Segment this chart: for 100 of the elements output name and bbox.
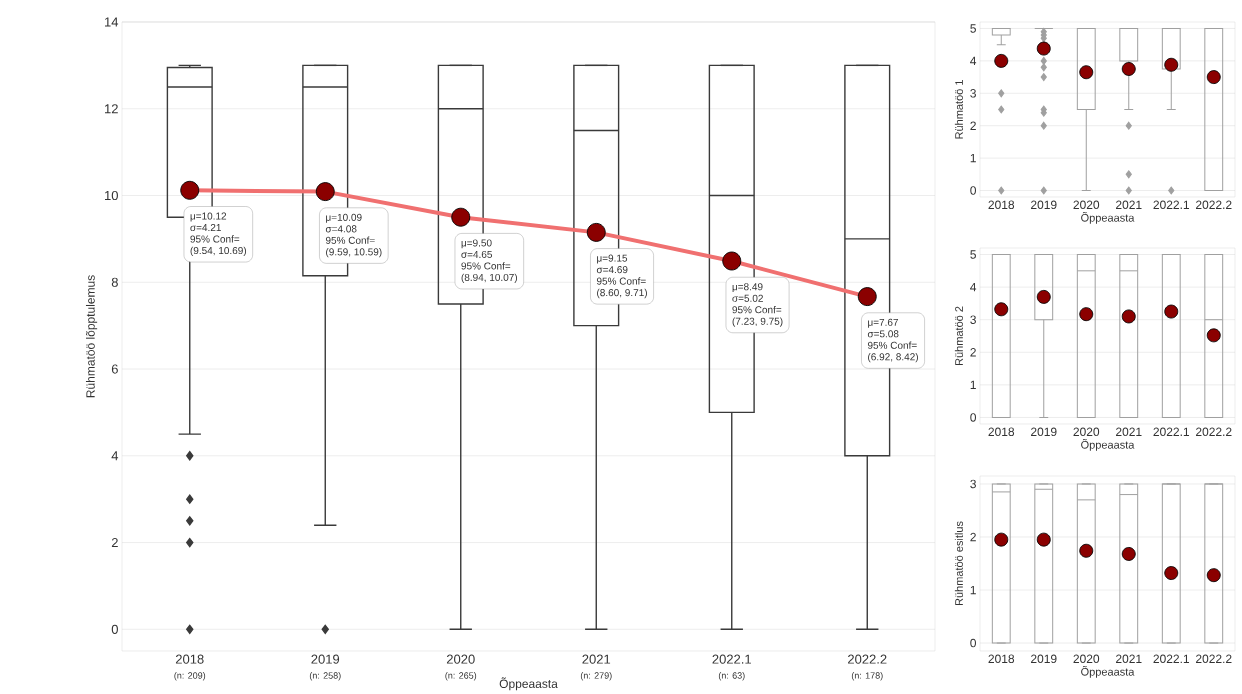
y-tick-label: 3 — [970, 89, 976, 98]
y-axis-title: Rühmatöö 2 — [954, 306, 963, 366]
y-axis-title: Rühmatöö esitlus — [954, 521, 963, 606]
y-tick-label: 4 — [970, 56, 977, 66]
x-tick-label: 2021 — [1116, 654, 1142, 664]
annotation: 95% Conf= — [190, 235, 240, 243]
x-tick-label: 2021 — [1116, 200, 1142, 210]
point — [1079, 307, 1094, 322]
y-tick-label: 3 — [970, 315, 976, 324]
x-tick-label: 2022.1 — [1153, 654, 1190, 664]
x-tick-label: 2022.1 — [1153, 427, 1190, 437]
annotation: σ=4.08 — [325, 225, 357, 233]
point — [1121, 62, 1136, 76]
annotation: μ=7.67 — [868, 318, 899, 328]
x-axis-title: Õppeaasta — [499, 677, 558, 691]
annotation: (8.60, 9.71) — [597, 288, 647, 299]
point — [994, 532, 1009, 547]
y-tick-label: 1 — [970, 153, 976, 163]
y-tick-label: 8 — [111, 277, 118, 287]
x-tick-label: 2018 — [175, 654, 204, 664]
annotation: μ=8.49 — [732, 283, 763, 293]
point — [1121, 547, 1136, 561]
annotation: μ=9.50 — [461, 239, 492, 249]
annotation: (7.23, 9.75) — [732, 317, 783, 327]
y-tick-label: 2 — [111, 538, 118, 548]
y-tick-label: 4 — [111, 451, 119, 461]
point — [1079, 65, 1094, 80]
y-tick-label: 10 — [105, 190, 118, 201]
y-tick-label: 2 — [970, 532, 976, 542]
x-tick-label: 2022.2 — [1196, 654, 1232, 664]
point — [1036, 289, 1051, 304]
y-axis-title: Rühmatöö 1 — [954, 80, 963, 139]
x-tick-label: 2022.2 — [848, 654, 887, 664]
text: (n: 265) — [445, 672, 477, 681]
x-axis-title: Õppeaasta — [1081, 665, 1135, 678]
x-tick-label: 2020 — [1073, 427, 1100, 437]
point — [1036, 41, 1051, 56]
annotation: (9.54, 10.69) — [190, 246, 247, 257]
point — [994, 53, 1009, 68]
x-tick-label: 2018 — [988, 654, 1015, 664]
y-tick-label: 1 — [970, 380, 976, 390]
y-tick-label: 0 — [970, 186, 977, 195]
text: (n: 209) — [174, 672, 206, 681]
point — [180, 180, 200, 200]
annotation: μ=9.15 — [597, 254, 628, 264]
x-tick-label: 2020 — [1073, 200, 1100, 210]
annotation: 95% Conf= — [325, 236, 375, 244]
x-tick-label: 2022.1 — [1153, 200, 1190, 210]
annotation: 95% Conf= — [732, 305, 782, 314]
point — [1079, 543, 1094, 558]
text: (n: 63) — [718, 672, 745, 681]
y-tick-label: 4 — [970, 282, 977, 292]
y-tick-label: 2 — [970, 348, 976, 357]
point — [1164, 57, 1179, 72]
x-tick-label: 2019 — [1031, 200, 1057, 210]
x-axis-title: Õppeaasta — [1081, 438, 1135, 451]
y-tick-label: 0 — [970, 413, 977, 422]
point — [1206, 70, 1221, 85]
point — [857, 287, 877, 307]
annotation: 95% Conf= — [596, 277, 646, 285]
text: (n: 258) — [309, 672, 341, 681]
x-tick-label: 2020 — [446, 654, 475, 664]
annotation: 95% Conf= — [461, 262, 511, 270]
point — [1036, 532, 1051, 547]
x-tick-label: 2022.1 — [712, 654, 751, 664]
y-tick-label: 6 — [111, 364, 118, 374]
x-tick-label: 2019 — [1031, 654, 1057, 664]
annotation: σ=4.65 — [461, 250, 493, 258]
annotation: (8.94, 10.07) — [461, 273, 518, 283]
annotation: σ=5.02 — [732, 294, 763, 302]
y-axis-title: Rühmatöö lõpptulemus — [85, 275, 98, 398]
y-tick-label: 14 — [105, 17, 119, 27]
x-tick-label: 2018 — [988, 200, 1015, 210]
x-tick-label: 2022.2 — [1196, 200, 1232, 210]
annotation: (6.92, 8.42) — [868, 353, 918, 363]
y-tick-label: 5 — [970, 24, 976, 33]
x-tick-label: 2021 — [582, 654, 611, 664]
point — [1121, 309, 1136, 324]
point — [451, 207, 471, 227]
annotation: μ=10.12 — [190, 212, 227, 222]
x-tick-label: 2019 — [311, 654, 340, 664]
annotation: σ=4.21 — [190, 224, 221, 232]
annotation: 95% Conf= — [867, 341, 917, 349]
x-tick-label: 2019 — [1031, 427, 1057, 437]
x-tick-label: 2021 — [1116, 427, 1142, 437]
y-tick-label: 0 — [970, 638, 977, 648]
y-tick-label: 1 — [970, 585, 976, 595]
text: (n: 178) — [851, 672, 883, 681]
point — [1206, 328, 1221, 343]
annotation: σ=4.69 — [596, 266, 628, 274]
point — [994, 302, 1009, 317]
y-tick-label: 3 — [970, 479, 976, 489]
x-tick-label: 2022.2 — [1196, 427, 1232, 437]
text: (n: 279) — [580, 672, 612, 681]
point — [722, 251, 742, 271]
x-tick-label: 2018 — [988, 427, 1015, 437]
x-axis-title: Õppeaasta — [1081, 211, 1135, 224]
point — [1164, 304, 1179, 319]
point — [315, 182, 335, 202]
y-tick-label: 12 — [105, 104, 118, 114]
